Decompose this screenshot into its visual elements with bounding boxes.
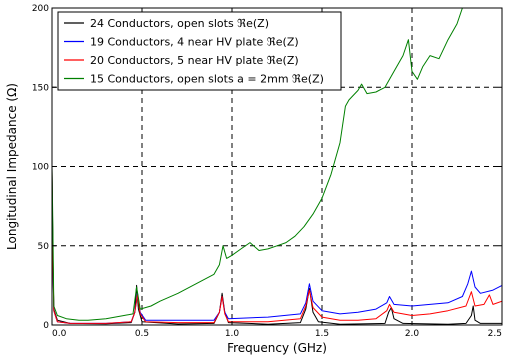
y-tick-label: 0 [43, 321, 49, 331]
x-tick-label: 1.0 [225, 329, 240, 339]
x-tick-label: 0.0 [52, 329, 67, 339]
x-axis-label: Frequency (GHz) [227, 341, 327, 355]
x-tick-label: 2.5 [488, 329, 502, 339]
series-line-2 [52, 174, 502, 324]
legend-box [57, 11, 342, 91]
x-tick-label: 2.0 [405, 329, 420, 339]
x-tick-label: 0.5 [135, 329, 149, 339]
legend-label: 24 Conductors, open slots ℜe(Z) [90, 17, 269, 30]
y-tick-label: 50 [38, 242, 50, 252]
series-line-4 [52, 8, 502, 321]
legend-label: 15 Conductors, open slots a = 2mm ℜe(Z) [90, 73, 324, 86]
series-lines [52, 8, 502, 325]
y-tick-label: 200 [32, 4, 49, 14]
y-tick-label: 150 [32, 83, 49, 93]
series-line-3 [52, 171, 502, 324]
legend-label: 20 Conductors, 5 near HV plate ℜe(Z) [90, 54, 299, 67]
legend-label: 19 Conductors, 4 near HV plate ℜe(Z) [90, 36, 299, 49]
axis-ticks: 0.0 0.5 1.0 1.5 2.0 2.5 0 50 100 150 200 [32, 4, 503, 339]
x-tick-label: 1.5 [315, 329, 329, 339]
y-tick-label: 100 [32, 163, 49, 173]
y-axis-label: Longitudinal Impedance (Ω) [5, 83, 19, 250]
legend: 24 Conductors, open slots ℜe(Z) 19 Conduc… [57, 11, 342, 91]
series-line-1 [52, 166, 502, 325]
